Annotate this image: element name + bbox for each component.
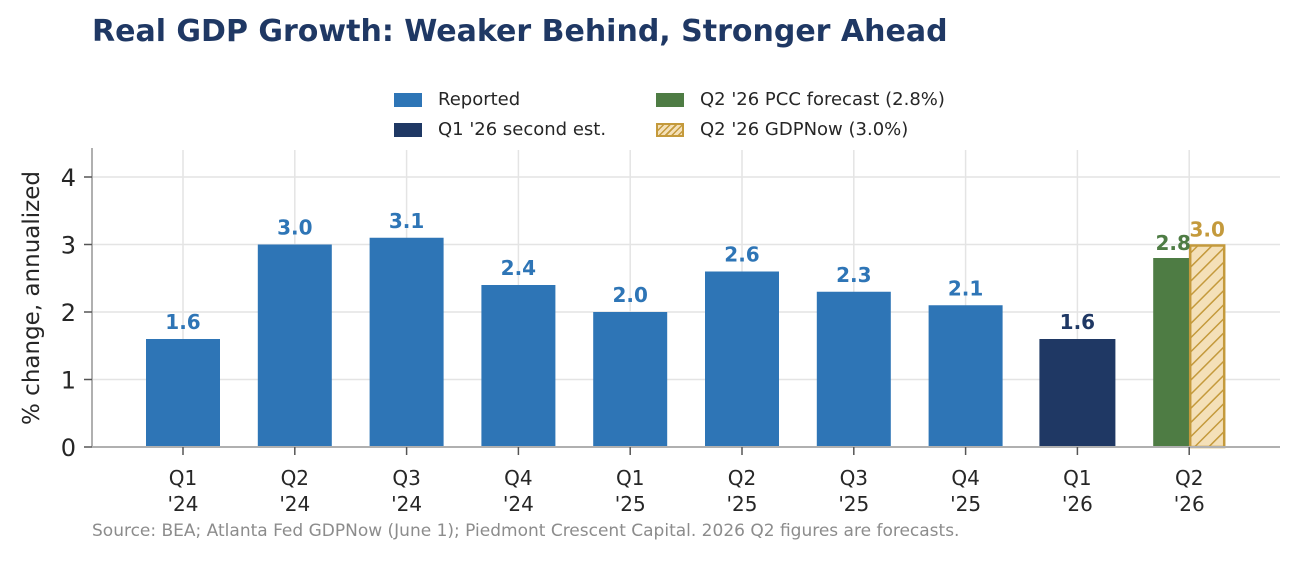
x-tick-label: Q3 bbox=[392, 466, 420, 490]
x-tick-label: '25 bbox=[838, 492, 869, 516]
x-tick-label: '26 bbox=[1174, 492, 1205, 516]
data-label: 3.1 bbox=[389, 209, 424, 233]
bar-reported bbox=[369, 237, 444, 447]
y-tick-label: 2 bbox=[61, 299, 76, 327]
x-tick-label: Q4 bbox=[951, 466, 979, 490]
x-tick-label: '24 bbox=[279, 492, 310, 516]
bar-reported bbox=[816, 291, 891, 447]
x-tick-label: '24 bbox=[168, 492, 199, 516]
y-tick-label: 3 bbox=[61, 232, 76, 260]
data-label: 2.1 bbox=[948, 276, 983, 300]
x-tick-label: '24 bbox=[391, 492, 422, 516]
legend-item-pcc: Q2 '26 PCC forecast (2.8%) bbox=[656, 89, 945, 110]
x-tick-label: '25 bbox=[727, 492, 758, 516]
legend-label-pcc: Q2 '26 PCC forecast (2.8%) bbox=[700, 89, 945, 110]
x-tick-label: Q2 bbox=[728, 466, 756, 490]
x-tick-label: '25 bbox=[950, 492, 981, 516]
x-tick-label: '25 bbox=[615, 492, 646, 516]
x-tick-label: Q3 bbox=[840, 466, 868, 490]
x-tick-label: '26 bbox=[1062, 492, 1093, 516]
bar-q2-pcc-forecast bbox=[1153, 258, 1190, 447]
data-label: 3.0 bbox=[1189, 218, 1224, 242]
chart-legend: Reported Q1 '26 second est. Q2 '26 PCC f… bbox=[394, 87, 1014, 145]
bar-reported bbox=[593, 312, 668, 447]
legend-swatch-pcc bbox=[656, 92, 684, 107]
y-tick-label: 0 bbox=[61, 434, 76, 462]
bar-reported bbox=[705, 271, 779, 447]
data-label: 2.8 bbox=[1155, 231, 1190, 255]
legend-item-q1-second: Q1 '26 second est. bbox=[394, 119, 606, 140]
source-note: Source: BEA; Atlanta Fed GDPNow (June 1)… bbox=[92, 521, 960, 541]
x-tick-label: Q1 bbox=[1063, 466, 1091, 490]
x-tick-label: Q2 bbox=[281, 466, 309, 490]
legend-item-reported: Reported bbox=[394, 89, 520, 110]
bar-reported bbox=[481, 285, 556, 447]
x-tick-label: Q2 bbox=[1175, 466, 1203, 490]
data-label: 2.6 bbox=[724, 243, 759, 267]
legend-item-gdpnow: Q2 '26 GDPNow (3.0%) bbox=[656, 119, 908, 140]
legend-swatch-gdpnow bbox=[656, 122, 684, 137]
data-label: 3.0 bbox=[277, 216, 312, 240]
bar-q2-gdpnow bbox=[1188, 244, 1226, 449]
data-label: 2.3 bbox=[836, 263, 871, 287]
legend-swatch-reported bbox=[394, 92, 422, 107]
data-label: 2.0 bbox=[612, 283, 647, 307]
legend-label-q1-second: Q1 '26 second est. bbox=[438, 119, 607, 140]
x-tick-label: '24 bbox=[503, 492, 534, 516]
x-tick-label: Q4 bbox=[504, 466, 532, 490]
y-tick-label: 1 bbox=[61, 367, 76, 395]
data-label: 2.4 bbox=[501, 256, 536, 280]
bar-reported bbox=[146, 339, 220, 447]
data-label: 1.6 bbox=[1060, 310, 1095, 334]
bar-q1-second-est bbox=[1039, 339, 1116, 447]
legend-label-reported: Reported bbox=[438, 89, 521, 110]
chart-title: Real GDP Growth: Weaker Behind, Stronger… bbox=[92, 14, 948, 49]
y-tick-label: 4 bbox=[61, 164, 76, 192]
legend-label-gdpnow: Q2 '26 GDPNow (3.0%) bbox=[700, 119, 909, 140]
bar-reported bbox=[928, 305, 1003, 447]
data-label: 1.6 bbox=[165, 310, 200, 334]
bar-reported bbox=[257, 244, 332, 447]
x-tick-label: Q1 bbox=[616, 466, 644, 490]
x-tick-label: Q1 bbox=[169, 466, 197, 490]
legend-swatch-q1-second bbox=[394, 122, 422, 137]
y-axis-label: % change, annualized bbox=[19, 171, 45, 425]
